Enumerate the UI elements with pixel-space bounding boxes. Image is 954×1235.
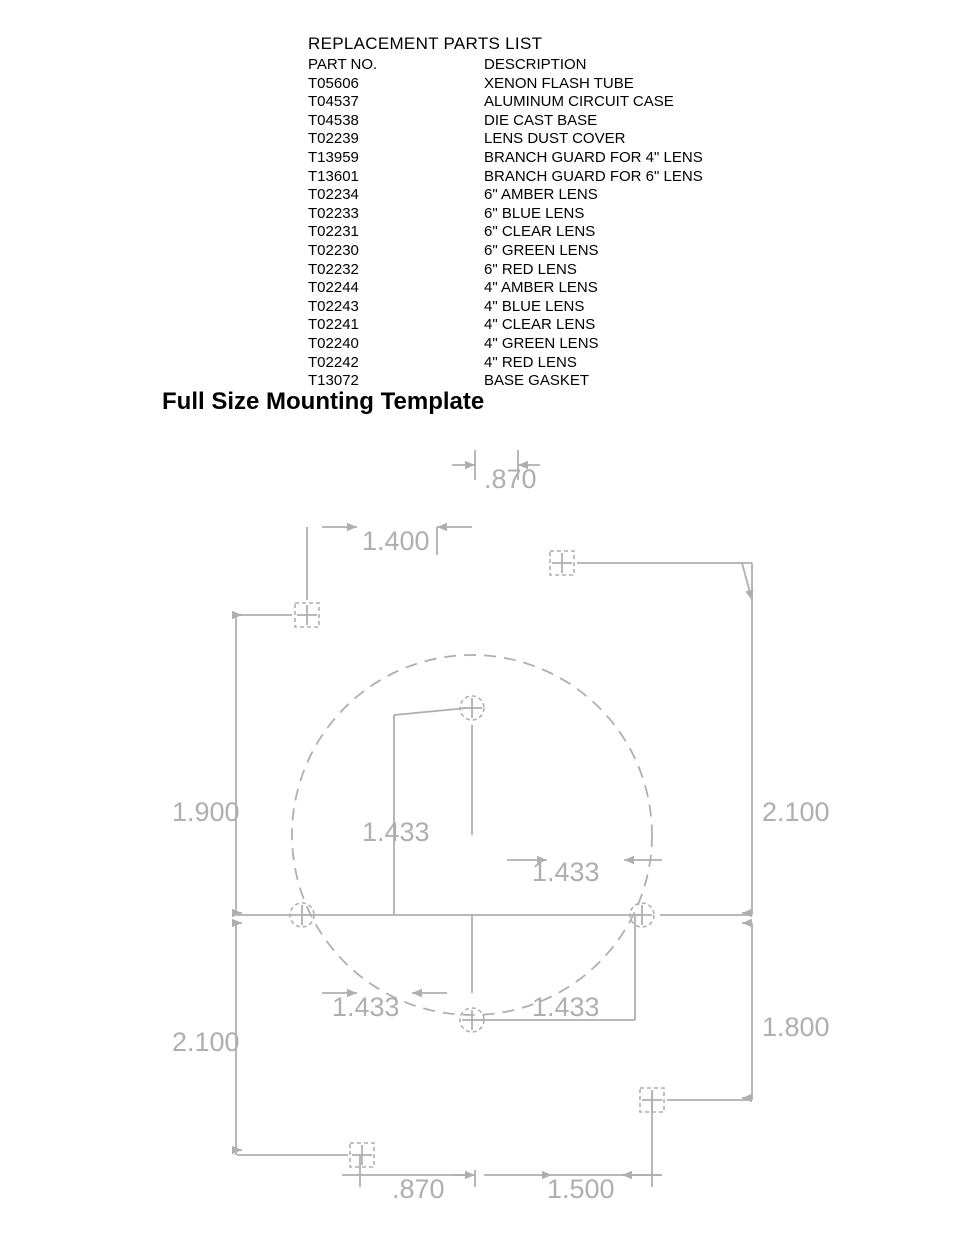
parts-row: T022306" GREEN LENS — [308, 242, 703, 261]
part-no: T04538 — [308, 112, 484, 131]
parts-row: T022336" BLUE LENS — [308, 205, 703, 224]
part-no: T02231 — [308, 223, 484, 242]
part-no: T13959 — [308, 149, 484, 168]
parts-list-title: REPLACEMENT PARTS LIST — [308, 34, 703, 54]
part-no: T02232 — [308, 261, 484, 280]
dimension-label: 1.433 — [532, 857, 600, 888]
parts-row: T022404" GREEN LENS — [308, 335, 703, 354]
part-no: T02243 — [308, 298, 484, 317]
dimension-label: 1.800 — [762, 1012, 830, 1043]
parts-row: T13959BRANCH GUARD FOR 4" LENS — [308, 149, 703, 168]
dimension-label: 1.500 — [547, 1174, 615, 1205]
parts-header-description: DESCRIPTION — [484, 56, 587, 75]
part-no: T02239 — [308, 130, 484, 149]
template-title: Full Size Mounting Template — [162, 388, 484, 416]
part-description: BRANCH GUARD FOR 4" LENS — [484, 149, 703, 168]
parts-row: T022434" BLUE LENS — [308, 298, 703, 317]
part-description: 4" RED LENS — [484, 354, 577, 373]
part-description: 6" RED LENS — [484, 261, 577, 280]
part-no: T02240 — [308, 335, 484, 354]
parts-row: T022444" AMBER LENS — [308, 279, 703, 298]
dimension-label: 1.433 — [362, 817, 430, 848]
part-description: 6" AMBER LENS — [484, 186, 598, 205]
parts-header-row: PART NO. DESCRIPTION — [308, 56, 703, 75]
mounting-template-diagram: .870 1.400 2.100 1.900 1.433 1.433 1.433 1.433 1… — [162, 435, 842, 1205]
parts-row: T022326" RED LENS — [308, 261, 703, 280]
part-description: BASE GASKET — [484, 372, 589, 391]
part-description: 4" BLUE LENS — [484, 298, 584, 317]
part-no: T02244 — [308, 279, 484, 298]
part-no: T02241 — [308, 316, 484, 335]
parts-row: T022346" AMBER LENS — [308, 186, 703, 205]
parts-row: T022414" CLEAR LENS — [308, 316, 703, 335]
parts-header-partno: PART NO. — [308, 56, 484, 75]
dimension-label: .870 — [392, 1174, 445, 1205]
parts-row: T02239LENS DUST COVER — [308, 130, 703, 149]
part-description: 4" CLEAR LENS — [484, 316, 595, 335]
dimension-label: 1.900 — [172, 797, 240, 828]
parts-list: REPLACEMENT PARTS LIST PART NO. DESCRIPT… — [308, 34, 703, 391]
part-description: 6" GREEN LENS — [484, 242, 599, 261]
dimension-label: 2.100 — [172, 1027, 240, 1058]
part-description: 4" AMBER LENS — [484, 279, 598, 298]
parts-row: T04537ALUMINUM CIRCUIT CASE — [308, 93, 703, 112]
dimension-label: 2.100 — [762, 797, 830, 828]
part-no: T02242 — [308, 354, 484, 373]
parts-row: T022316" CLEAR LENS — [308, 223, 703, 242]
part-description: 4" GREEN LENS — [484, 335, 599, 354]
dimension-label: 1.433 — [332, 992, 400, 1023]
part-no: T04537 — [308, 93, 484, 112]
dimension-label: 1.400 — [362, 526, 430, 557]
part-description: BRANCH GUARD FOR 6" LENS — [484, 168, 703, 187]
parts-row: T13601BRANCH GUARD FOR 6" LENS — [308, 168, 703, 187]
part-description: 6" CLEAR LENS — [484, 223, 595, 242]
part-description: 6" BLUE LENS — [484, 205, 584, 224]
dimension-label: .870 — [484, 464, 537, 495]
part-no: T02233 — [308, 205, 484, 224]
part-description: ALUMINUM CIRCUIT CASE — [484, 93, 674, 112]
dimension-label: 1.433 — [532, 992, 600, 1023]
diagram-svg — [162, 435, 842, 1215]
parts-row: T05606XENON FLASH TUBE — [308, 75, 703, 94]
part-description: XENON FLASH TUBE — [484, 75, 634, 94]
part-description: DIE CAST BASE — [484, 112, 597, 131]
page: REPLACEMENT PARTS LIST PART NO. DESCRIPT… — [0, 0, 954, 1235]
part-no: T13601 — [308, 168, 484, 187]
parts-row: T04538DIE CAST BASE — [308, 112, 703, 131]
part-description: LENS DUST COVER — [484, 130, 625, 149]
part-no: T05606 — [308, 75, 484, 94]
parts-row: T022424" RED LENS — [308, 354, 703, 373]
part-no: T02234 — [308, 186, 484, 205]
parts-rows: T05606XENON FLASH TUBET04537ALUMINUM CIR… — [308, 75, 703, 391]
part-no: T02230 — [308, 242, 484, 261]
